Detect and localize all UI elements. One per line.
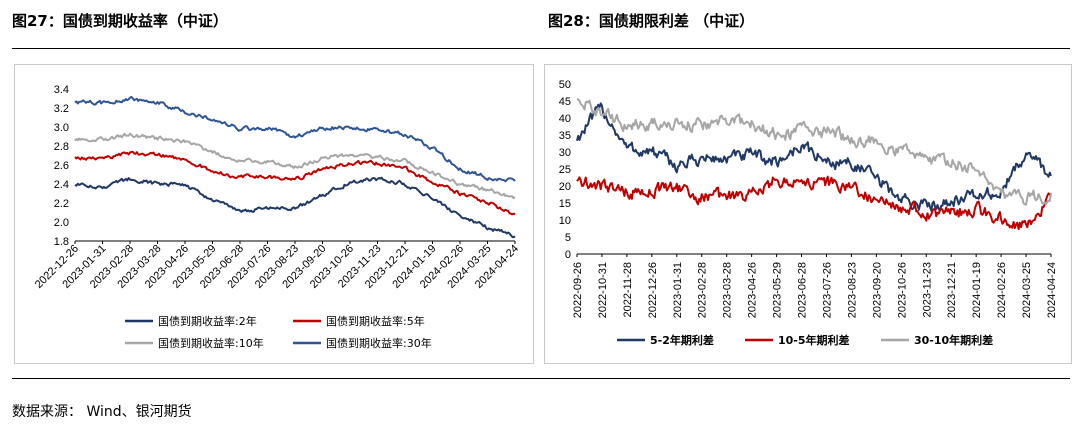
x-tick-label: 2023-05-29 [772,262,784,318]
y-tick-label: 2.2 [54,198,69,210]
legend-label: 国债到期收益率:5年 [326,314,425,328]
legend-label: 国债到期收益率:10年 [158,336,264,350]
y-tick-label: 30 [559,147,571,159]
spread-chart-panel: 0 5 10 15 20 25 30 35 40 45 50 2022-09-26 2022-10-31… [544,64,1072,364]
y-tick-label: 35 [559,130,571,142]
x-tick-label: 2023-07-26 [821,262,833,318]
y-tick-label: 40 [559,113,571,125]
x-tick-label: 2022-10-31 [597,262,609,318]
legend-label: 国债到期收益率:30年 [326,336,432,350]
series-line [74,132,516,200]
series-line [74,176,516,239]
series-line [576,102,1052,212]
spread-chart: 0 5 10 15 20 25 30 35 40 45 50 2022-09-26 2022-10-31… [559,79,1058,347]
x-tick-label: 2023-09-20 [871,262,883,318]
series-line [576,97,1052,206]
y-tick-label: 50 [559,79,571,91]
y-tick-label: 5 [565,232,571,244]
y-tick-label: 15 [559,198,571,210]
x-tick-label: 2023-12-21 [946,262,958,318]
x-tick-label: 2022-09-26 [572,262,584,318]
figure-27-title: 图27：国债到期收益率（中证） [12,12,228,30]
legend-label: 5-2年期利差 [650,333,714,347]
x-tick-label: 2023-02-28 [697,262,709,318]
figure-28-title: 图28：国债期限利差 （中证） [548,12,755,30]
y-tick-label: 0 [565,249,571,261]
x-tick-label: 2023-03-28 [722,262,734,318]
y-tick-label: 3.4 [54,84,69,96]
yield-chart-panel: 1.8 2.0 2.2 2.4 2.6 2.8 3.0 3.2 3.4 2022-12-26 202… [14,64,534,364]
x-tick-label: 2023-10-26 [896,262,908,318]
y-tick-label: 2.6 [54,160,69,172]
y-tick-label: 3.2 [54,103,69,115]
y-tick-label: 1.8 [54,236,69,248]
y-tick-label: 20 [559,181,571,193]
y-tick-label: 3.0 [54,122,69,134]
x-tick-label: 2023-01-31 [672,262,684,318]
source-note: 数据来源： Wind、银河期货 [12,404,192,420]
x-tick-label: 2022-12-26 [647,262,659,318]
y-tick-label: 2.8 [54,141,69,153]
x-tick-label: 2024-04-24 [1046,262,1058,318]
y-tick-label: 10 [559,215,571,227]
y-tick-label: 25 [559,164,571,176]
x-tick-label: 2024-02-26 [996,262,1008,318]
x-tick-label: 2024-01-19 [971,262,983,318]
yield-chart: 1.82.02.22.42.62.83.03.23.42022-12-26202… [33,84,521,350]
x-tick-label: 2023-11-23 [921,262,933,317]
series-line [74,95,516,183]
top-rule [12,48,1070,49]
bottom-rule [12,378,1070,379]
legend-label: 国债到期收益率:2年 [158,314,257,328]
y-tick-label: 2.4 [54,179,69,191]
x-tick-label: 2024-03-25 [1021,262,1033,318]
x-tick-label: 2022-11-28 [622,262,634,317]
y-tick-label: 2.0 [54,217,69,229]
x-tick-label: 2023-04-26 [747,262,759,318]
legend-label: 30-10年期利差 [914,333,993,347]
series-line [74,150,516,216]
series-line [576,175,1052,231]
legend-label: 10-5年期利差 [778,333,850,347]
y-tick-label: 45 [559,96,571,108]
x-tick-label: 2023-06-28 [797,262,809,318]
x-tick-label: 2023-08-23 [846,262,858,318]
